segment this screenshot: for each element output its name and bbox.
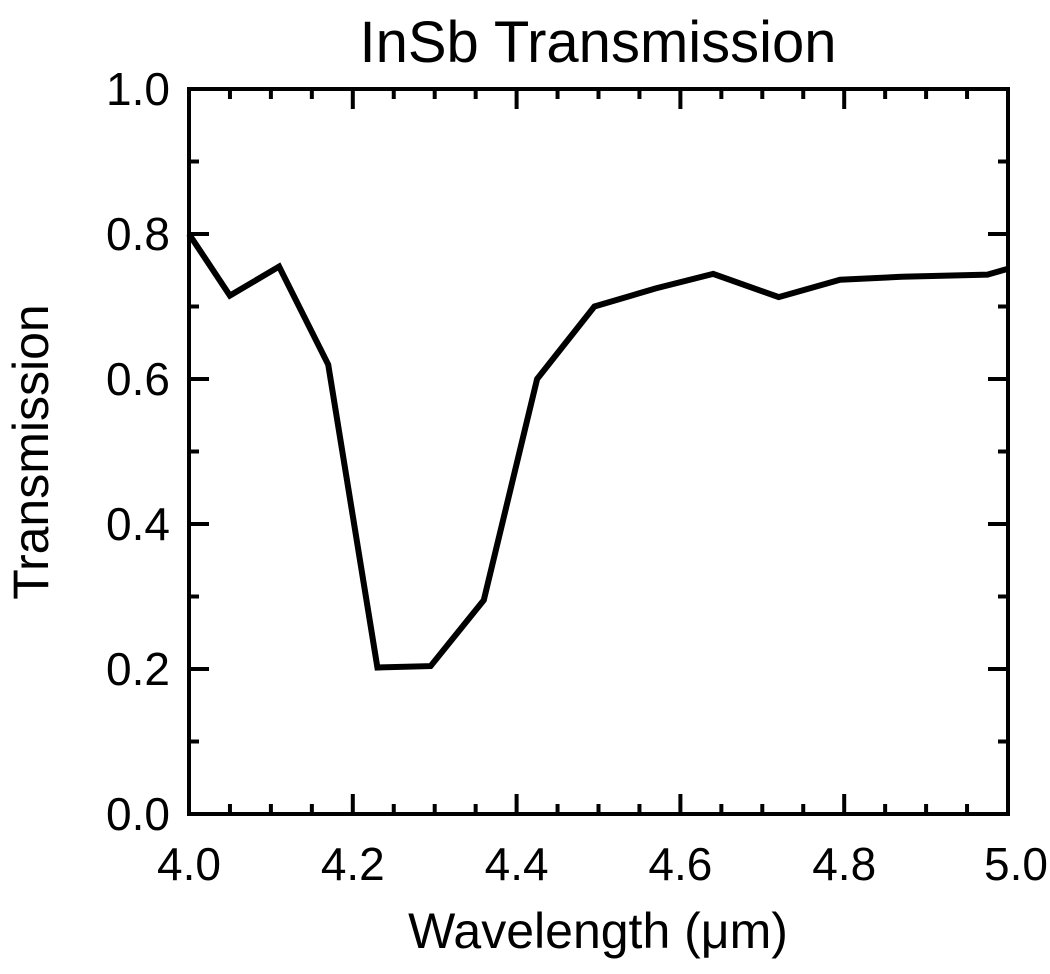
x-tick-label: 4.4	[485, 838, 549, 890]
y-tick-label: 0.0	[106, 788, 170, 840]
y-tick-label: 0.4	[106, 498, 170, 550]
plot-frame	[187, 87, 1010, 816]
chart-title: InSb Transmission	[359, 10, 836, 75]
x-tick-label: 4.6	[648, 838, 712, 890]
x-tick-label: 4.0	[157, 838, 221, 890]
x-axis-title: Wavelength (μm)	[408, 903, 788, 959]
x-tick-label: 4.8	[812, 838, 876, 890]
y-tick-labels: 0.0 0.2 0.4 0.6 0.8 1.0	[106, 63, 170, 840]
y-tick-label: 0.6	[106, 353, 170, 405]
transmission-line	[186, 232, 1009, 671]
y-tick-label: 1.0	[106, 63, 170, 115]
y-axis-title: Transmission	[3, 304, 59, 599]
axis-ticks	[187, 87, 1010, 816]
x-tick-label: 5.0	[984, 838, 1048, 890]
y-tick-label: 0.2	[106, 643, 170, 695]
x-tick-labels: 4.0 4.2 4.4 4.6 4.8 5.0	[157, 838, 1048, 890]
x-tick-label: 4.2	[321, 838, 385, 890]
y-tick-label: 0.8	[106, 208, 170, 260]
